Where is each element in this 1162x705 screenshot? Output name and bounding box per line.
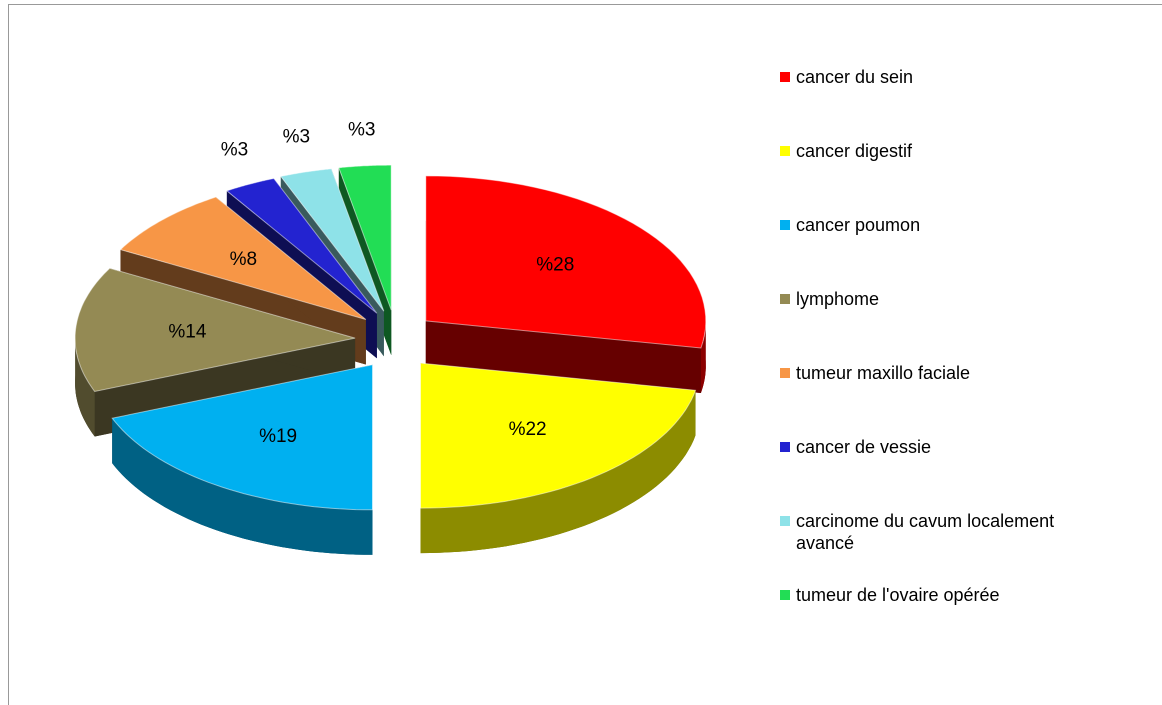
legend-swatch	[780, 72, 790, 82]
legend-label: carcinome du cavum localement avancé	[796, 511, 1055, 553]
slice-wall	[75, 338, 95, 437]
legend-label: tumeur de l'ovaire opérée	[796, 585, 1000, 605]
data-label: %3	[221, 140, 248, 161]
slice	[419, 362, 697, 554]
slice-wall	[700, 320, 706, 393]
legend-label: cancer poumon	[796, 215, 921, 235]
legend: cancer du sein cancer digestif cancer poum…	[780, 66, 1080, 658]
data-label: %19	[259, 426, 297, 447]
legend-label: tumeur maxillo faciale	[796, 363, 971, 383]
legend-label: cancer de vessie	[796, 437, 932, 457]
legend-swatch	[780, 516, 790, 526]
legend-swatch	[780, 442, 790, 452]
data-label: %3	[348, 119, 375, 140]
legend-swatch	[780, 294, 790, 304]
slice-top	[419, 362, 697, 509]
slice-top	[338, 164, 392, 311]
legend-label: cancer digestif	[796, 141, 913, 161]
data-label: %28	[536, 254, 574, 275]
legend-label: lymphome	[796, 289, 880, 309]
data-label: %8	[230, 249, 257, 270]
chart: %28 %22 %19 %14 %8 %3 %3 %3	[74, 119, 707, 555]
data-label: %22	[509, 419, 547, 440]
legend-item: carcinome du cavum localement avancé	[780, 510, 1080, 584]
slice-wall	[420, 390, 696, 554]
legend-swatch	[780, 220, 790, 230]
legend-item: tumeur de l'ovaire opérée	[780, 584, 1080, 658]
legend-label: cancer du sein	[796, 67, 914, 87]
legend-swatch	[780, 368, 790, 378]
legend-swatch	[780, 590, 790, 600]
legend-item: cancer digestif	[780, 140, 1080, 214]
legend-item: cancer de vessie	[780, 436, 1080, 510]
legend-item: cancer poumon	[780, 214, 1080, 288]
data-label: %14	[168, 322, 206, 343]
slice-top	[225, 177, 378, 314]
slice-wall	[112, 418, 373, 555]
slice-top	[111, 364, 374, 511]
chart-frame	[8, 4, 1162, 705]
legend-item: tumeur maxillo faciale	[780, 362, 1080, 436]
slice-top	[425, 175, 707, 349]
legend-item: lymphome	[780, 288, 1080, 362]
data-label: %3	[283, 126, 310, 147]
slice	[425, 175, 707, 394]
slice	[111, 364, 374, 555]
slice-top	[119, 196, 367, 320]
slice-top	[279, 168, 385, 312]
slice-top	[74, 267, 356, 393]
slice	[74, 267, 356, 437]
legend-swatch	[780, 146, 790, 156]
legend-item: cancer du sein	[780, 66, 1080, 140]
slice-side	[425, 320, 701, 394]
